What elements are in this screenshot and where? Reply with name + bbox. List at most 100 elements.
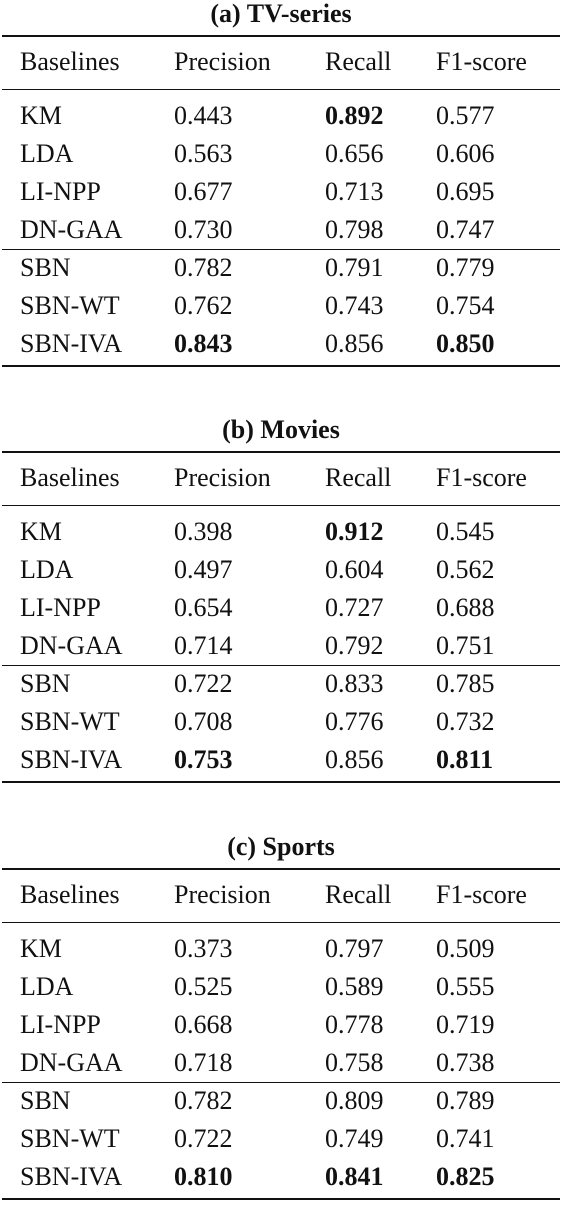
table-cell-recall: 0.727 xyxy=(325,593,384,622)
column-header-f1-score: F1-score xyxy=(436,463,527,492)
table-cell-recall: 0.833 xyxy=(325,669,384,698)
table-cell-f1-score: 0.850 xyxy=(436,329,495,358)
column-header-f1-score: F1-score xyxy=(436,880,527,909)
bottom-rule xyxy=(2,1198,560,1200)
table-cell-precision: 0.762 xyxy=(174,291,233,320)
table-cell-recall: 0.778 xyxy=(325,1010,384,1039)
table-cell-f1-score: 0.545 xyxy=(436,517,495,546)
column-header-recall: Recall xyxy=(325,463,392,492)
table-cell-f1-score: 0.741 xyxy=(436,1124,495,1153)
column-header-precision: Precision xyxy=(174,47,271,76)
group-rule xyxy=(2,665,560,666)
table-cell-f1-score: 0.754 xyxy=(436,291,495,320)
table-cell-precision: 0.782 xyxy=(174,253,233,282)
table-cell-f1-score: 0.577 xyxy=(436,101,495,130)
table-cell-f1-score: 0.751 xyxy=(436,631,495,660)
table-cell-recall: 0.809 xyxy=(325,1086,384,1115)
row-label: LI-NPP xyxy=(20,1010,101,1039)
row-label: LI-NPP xyxy=(20,177,101,206)
row-label: KM xyxy=(20,101,62,130)
row-label: SBN xyxy=(20,1086,71,1115)
row-label: DN-GAA xyxy=(20,215,123,244)
row-label: DN-GAA xyxy=(20,631,123,660)
table-caption: (a) TV-series xyxy=(210,0,352,28)
table-cell-precision: 0.668 xyxy=(174,1010,233,1039)
group-rule xyxy=(2,1082,560,1083)
table-cell-precision: 0.782 xyxy=(174,1086,233,1115)
table-cell-precision: 0.722 xyxy=(174,1124,233,1153)
bottom-rule xyxy=(2,781,560,783)
table-cell-recall: 0.856 xyxy=(325,329,384,358)
header-rule xyxy=(2,89,560,90)
row-label: SBN-IVA xyxy=(20,745,123,774)
table-cell-precision: 0.843 xyxy=(174,329,233,358)
column-header-recall: Recall xyxy=(325,880,392,909)
row-label: SBN-WT xyxy=(20,1124,120,1153)
table-cell-recall: 0.892 xyxy=(325,101,384,130)
table-cell-precision: 0.722 xyxy=(174,669,233,698)
table-cell-f1-score: 0.785 xyxy=(436,669,495,698)
top-rule xyxy=(2,868,560,870)
column-header-baseline: Baselines xyxy=(20,880,120,909)
top-rule xyxy=(2,451,560,453)
table-cell-f1-score: 0.779 xyxy=(436,253,495,282)
table-cell-precision: 0.443 xyxy=(174,101,233,130)
table-cell-f1-score: 0.825 xyxy=(436,1162,495,1191)
table-cell-precision: 0.730 xyxy=(174,215,233,244)
table-cell-f1-score: 0.747 xyxy=(436,215,495,244)
row-label: SBN-WT xyxy=(20,291,120,320)
table-cell-precision: 0.708 xyxy=(174,707,233,736)
row-label: SBN-WT xyxy=(20,707,120,736)
top-rule xyxy=(2,35,560,37)
table-cell-precision: 0.373 xyxy=(174,934,233,963)
bottom-rule xyxy=(2,365,560,367)
table-cell-f1-score: 0.555 xyxy=(436,972,495,1001)
header-rule xyxy=(2,922,560,923)
row-label: SBN xyxy=(20,253,71,282)
row-label: SBN-IVA xyxy=(20,1162,123,1191)
table-cell-recall: 0.856 xyxy=(325,745,384,774)
table-cell-recall: 0.604 xyxy=(325,555,384,584)
table-cell-precision: 0.525 xyxy=(174,972,233,1001)
table-cell-recall: 0.743 xyxy=(325,291,384,320)
table-cell-recall: 0.589 xyxy=(325,972,384,1001)
row-label: LDA xyxy=(20,972,74,1001)
table-cell-precision: 0.398 xyxy=(174,517,233,546)
row-label: SBN-IVA xyxy=(20,329,123,358)
table-cell-recall: 0.776 xyxy=(325,707,384,736)
column-header-f1-score: F1-score xyxy=(436,47,527,76)
row-label: SBN xyxy=(20,669,71,698)
table-cell-recall: 0.841 xyxy=(325,1162,384,1191)
column-header-precision: Precision xyxy=(174,880,271,909)
table-cell-f1-score: 0.738 xyxy=(436,1048,495,1077)
table-cell-precision: 0.810 xyxy=(174,1162,233,1191)
table-cell-precision: 0.714 xyxy=(174,631,233,660)
table-cell-f1-score: 0.811 xyxy=(436,745,494,774)
header-rule xyxy=(2,505,560,506)
table-cell-f1-score: 0.789 xyxy=(436,1086,495,1115)
table-cell-f1-score: 0.719 xyxy=(436,1010,495,1039)
table-cell-recall: 0.713 xyxy=(325,177,384,206)
column-header-baseline: Baselines xyxy=(20,463,120,492)
table-cell-f1-score: 0.695 xyxy=(436,177,495,206)
table-cell-recall: 0.798 xyxy=(325,215,384,244)
row-label: LDA xyxy=(20,139,74,168)
table-cell-precision: 0.718 xyxy=(174,1048,233,1077)
column-header-precision: Precision xyxy=(174,463,271,492)
row-label: KM xyxy=(20,517,62,546)
row-label: LI-NPP xyxy=(20,593,101,622)
table-cell-precision: 0.677 xyxy=(174,177,233,206)
row-label: LDA xyxy=(20,555,74,584)
table-cell-recall: 0.758 xyxy=(325,1048,384,1077)
table-cell-f1-score: 0.606 xyxy=(436,139,495,168)
table-cell-f1-score: 0.732 xyxy=(436,707,495,736)
table-cell-recall: 0.791 xyxy=(325,253,384,282)
table-cell-precision: 0.654 xyxy=(174,593,233,622)
table-cell-precision: 0.753 xyxy=(174,745,233,774)
table-cell-recall: 0.656 xyxy=(325,139,384,168)
column-header-recall: Recall xyxy=(325,47,392,76)
table-cell-precision: 0.563 xyxy=(174,139,233,168)
table-cell-f1-score: 0.562 xyxy=(436,555,495,584)
table-cell-f1-score: 0.509 xyxy=(436,934,495,963)
table-caption: (c) Sports xyxy=(227,832,335,861)
